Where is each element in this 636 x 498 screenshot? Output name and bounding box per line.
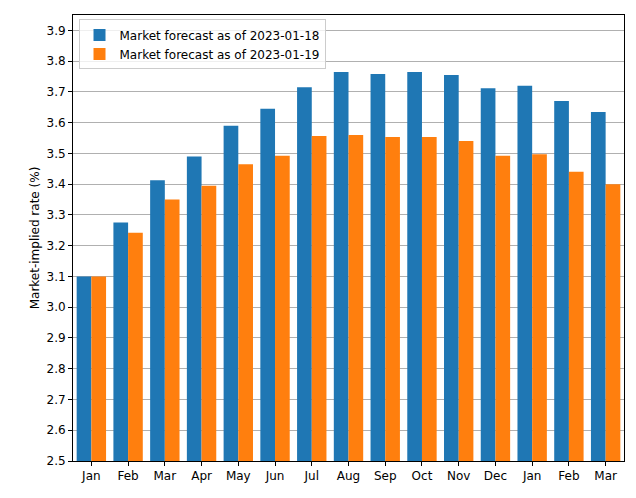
svg-text:3.8: 3.8 (47, 54, 66, 68)
svg-text:Jul: Jul (304, 469, 319, 483)
svg-text:3.2: 3.2 (47, 239, 66, 253)
svg-text:3.7: 3.7 (47, 85, 66, 99)
svg-text:3.4: 3.4 (47, 177, 66, 191)
svg-text:Mar: Mar (594, 469, 617, 483)
svg-text:Market forecast as of 2023-01-: Market forecast as of 2023-01-19 (120, 48, 320, 62)
svg-text:Mar: Mar (154, 469, 177, 483)
svg-text:Market forecast as of 2023-01-: Market forecast as of 2023-01-18 (120, 29, 320, 43)
svg-text:Dec: Dec (484, 469, 507, 483)
svg-text:May: May (226, 469, 251, 483)
svg-text:3.3: 3.3 (47, 208, 66, 222)
svg-text:Sep: Sep (374, 469, 397, 483)
svg-text:Jan: Jan (522, 469, 542, 483)
svg-text:Apr: Apr (191, 469, 212, 483)
svg-text:3.6: 3.6 (47, 116, 66, 130)
svg-text:Feb: Feb (117, 469, 138, 483)
svg-text:3.9: 3.9 (47, 24, 66, 38)
svg-text:2.7: 2.7 (47, 393, 66, 407)
svg-text:2.5: 2.5 (47, 454, 66, 468)
svg-text:Jan: Jan (81, 469, 101, 483)
svg-text:3.1: 3.1 (47, 270, 66, 284)
svg-text:2.6: 2.6 (47, 423, 66, 437)
svg-text:Nov: Nov (447, 469, 470, 483)
svg-text:Aug: Aug (337, 469, 360, 483)
svg-text:Market-implied rate (%): Market-implied rate (%) (28, 167, 42, 310)
svg-text:Feb: Feb (558, 469, 579, 483)
svg-text:Jun: Jun (265, 469, 285, 483)
svg-text:2.8: 2.8 (47, 362, 66, 376)
svg-text:3.0: 3.0 (47, 300, 66, 314)
svg-text:2.9: 2.9 (47, 331, 66, 345)
svg-text:Oct: Oct (412, 469, 433, 483)
svg-text:3.5: 3.5 (47, 147, 66, 161)
